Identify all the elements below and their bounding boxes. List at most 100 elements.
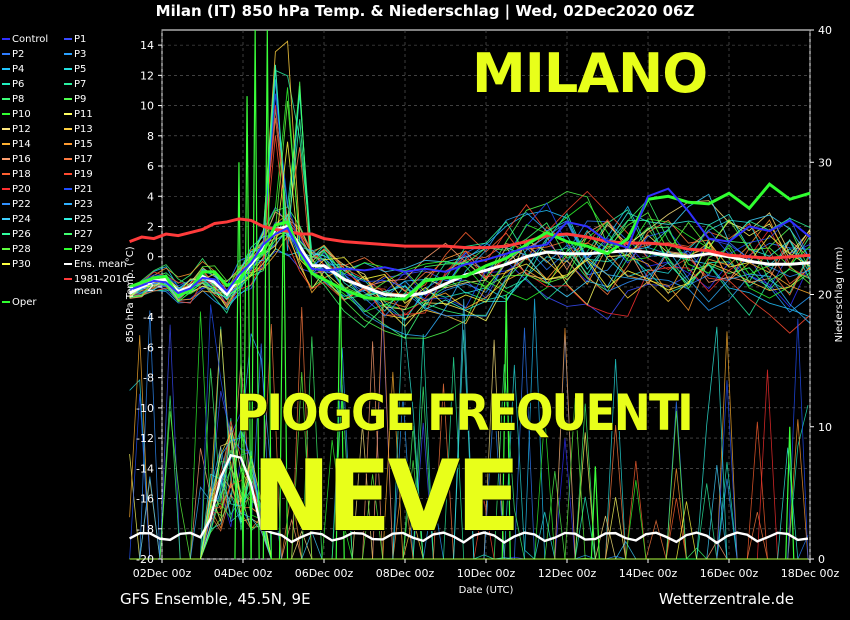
y-tick-label: 10 — [140, 100, 154, 113]
legend-swatch — [2, 68, 10, 70]
precip-peak — [590, 466, 600, 560]
y-tick-label: 8 — [147, 130, 154, 143]
legend-swatch — [2, 38, 10, 40]
legend-label: P23 — [74, 199, 93, 210]
legend-label: P4 — [12, 64, 25, 75]
legend-swatch — [2, 188, 10, 190]
y-tick-label: 6 — [147, 160, 154, 173]
legend-swatch — [2, 128, 10, 130]
y2-axis-title: Niederschlag (mm) — [834, 247, 845, 343]
y2-tick-label: 20 — [818, 289, 832, 302]
y-tick-label: -16 — [136, 493, 154, 506]
member-temp-line — [129, 200, 811, 311]
legend-swatch — [64, 158, 72, 160]
y-tick-label: -8 — [143, 372, 154, 385]
legend-label: P28 — [12, 244, 31, 255]
legend-label: P9 — [74, 94, 87, 105]
legend-item: P26 — [2, 229, 31, 241]
legend-label: P3 — [74, 49, 87, 60]
legend-label: P17 — [74, 154, 93, 165]
legend-swatch — [64, 173, 72, 175]
legend-item: P2 — [2, 49, 24, 61]
legend-label: P26 — [12, 229, 31, 240]
legend-swatch — [2, 173, 10, 175]
legend-item: P15 — [64, 139, 93, 151]
legend-label: P24 — [12, 214, 31, 225]
legend-item: P3 — [64, 49, 86, 61]
precip-peak — [501, 294, 511, 560]
x-tick-label: 16Dec 00z — [700, 567, 759, 580]
legend-label: P2 — [12, 49, 25, 60]
legend-item: P27 — [64, 229, 93, 241]
y2-tick-label: 0 — [818, 553, 825, 566]
series-line-ens-mean — [128, 224, 811, 298]
legend-label: P8 — [12, 94, 25, 105]
x-tick-label: 06Dec 00z — [295, 567, 354, 580]
footer-model-info: GFS Ensemble, 45.5N, 9E — [120, 590, 311, 608]
y-tick-label: -18 — [136, 523, 154, 536]
legend-item: Ens. mean — [64, 259, 127, 271]
legend-item: P25 — [64, 214, 93, 226]
legend-swatch — [64, 218, 72, 220]
y-tick-label: -2 — [143, 281, 154, 294]
x-tick-label: 14Dec 00z — [619, 567, 678, 580]
legend-label: P16 — [12, 154, 31, 165]
legend-label: P29 — [74, 244, 93, 255]
legend-swatch — [2, 143, 10, 145]
legend-item: P18 — [2, 169, 31, 181]
legend-swatch — [64, 113, 72, 115]
legend-swatch — [2, 113, 10, 115]
legend-swatch — [64, 98, 72, 100]
legend-label: P12 — [12, 124, 31, 135]
legend-item: P14 — [2, 139, 31, 151]
legend-swatch — [64, 278, 72, 280]
legend-label: P20 — [12, 184, 31, 195]
legend-item: P16 — [2, 154, 31, 166]
legend-swatch — [64, 263, 72, 265]
legend-swatch — [64, 53, 72, 55]
y2-tick-label: 40 — [818, 24, 832, 37]
legend-item: P5 — [64, 64, 86, 76]
precip-peak — [785, 426, 795, 560]
legend-label: Ens. mean — [74, 259, 127, 270]
legend-swatch — [2, 248, 10, 250]
legend-swatch — [2, 218, 10, 220]
y2-tick-label: 30 — [818, 156, 832, 169]
member-temp-line — [129, 213, 811, 312]
legend-label: Control — [12, 34, 49, 45]
series-line-oper — [129, 182, 811, 301]
y-tick-label: 2 — [147, 220, 154, 233]
legend-label: P19 — [74, 169, 93, 180]
ens-mean-precip-line — [129, 453, 809, 545]
y2-tick-label: 10 — [818, 421, 832, 434]
legend-label: P27 — [74, 229, 93, 240]
legend-label: P13 — [74, 124, 93, 135]
legend-swatch — [64, 128, 72, 130]
legend-item: 1981-2010 mean — [64, 274, 129, 298]
legend-label: P11 — [74, 109, 93, 120]
legend-label: P6 — [12, 79, 25, 90]
legend-swatch — [2, 203, 10, 205]
x-axis-title: Date (UTC) — [459, 585, 514, 596]
legend-item: P7 — [64, 79, 86, 91]
legend-swatch — [2, 158, 10, 160]
legend-label: P14 — [12, 139, 31, 150]
y-tick-label: -14 — [136, 462, 154, 475]
legend-item: P23 — [64, 199, 93, 211]
overlay-milano: MILANO — [472, 42, 708, 105]
legend-item: P12 — [2, 124, 31, 136]
legend-label: 1981-2010 mean — [74, 274, 129, 297]
legend-swatch — [2, 98, 10, 100]
legend-item: P6 — [2, 79, 24, 91]
legend-label: P21 — [74, 184, 93, 195]
legend-swatch — [2, 233, 10, 235]
precip-peak — [335, 268, 345, 560]
legend-item: P22 — [2, 199, 31, 211]
y-tick-label: 0 — [147, 251, 154, 264]
legend-label: P30 — [12, 259, 31, 270]
legend-swatch — [64, 83, 72, 85]
precip-peak — [250, 29, 260, 560]
y-tick-label: 12 — [140, 69, 154, 82]
legend-swatch — [64, 38, 72, 40]
